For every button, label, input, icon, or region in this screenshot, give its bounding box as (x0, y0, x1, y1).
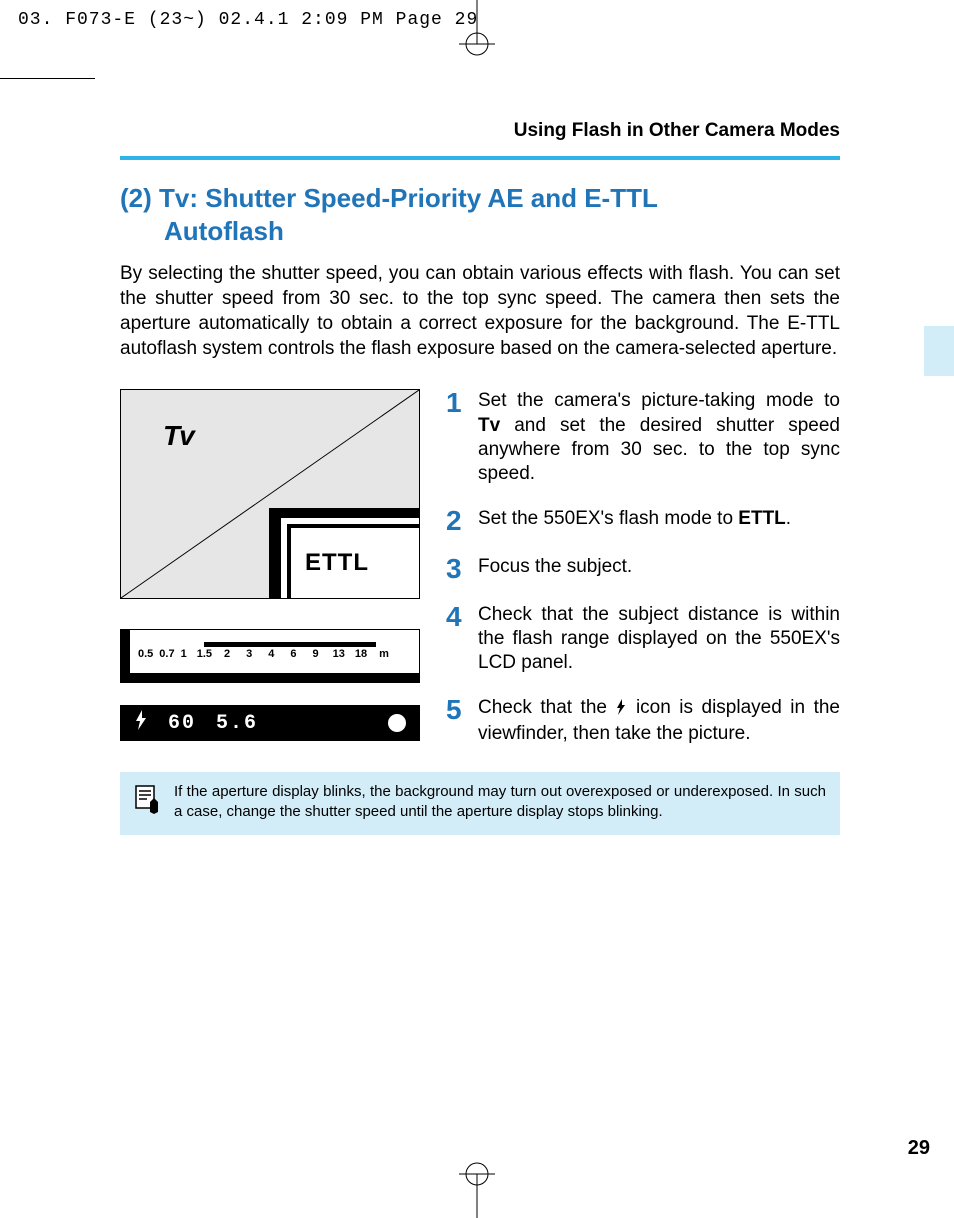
viewfinder-figure: 60 5.6 (120, 705, 420, 741)
viewfinder-aperture: 5.6 (216, 712, 258, 735)
lcd-flash-mode: ETTL (291, 549, 369, 577)
scale-tick: 0.7 (159, 648, 174, 660)
scale-tick: 1.5 (197, 648, 212, 660)
step-number: 2 (446, 507, 468, 535)
intro-paragraph: By selecting the shutter speed, you can … (120, 261, 840, 361)
lcd-ettl-frame: ETTL (269, 508, 419, 598)
lcd-figure: Tv ETTL (120, 389, 420, 599)
flash-icon (615, 698, 627, 722)
lcd-mode-label: Tv (163, 420, 194, 452)
step-text: Check that the (478, 697, 615, 718)
distance-scale-figure: 0.5 0.7 1 1.5 2 3 4 6 9 13 18 m (120, 629, 420, 683)
step-5: 5 Check that the icon is displayed in th… (446, 696, 840, 747)
scale-tick: 6 (290, 648, 296, 660)
note-icon (134, 784, 160, 823)
page-number: 29 (908, 1137, 930, 1160)
step-text: Set the 550EX's flash mode to (478, 508, 738, 529)
scale-tick: 18 (355, 648, 367, 660)
step-number: 5 (446, 696, 468, 747)
step-4: 4 Check that the subject distance is wit… (446, 603, 840, 676)
header-rule (120, 156, 840, 160)
note-text: If the aperture display blinks, the back… (174, 782, 826, 823)
step-3: 3 Focus the subject. (446, 555, 840, 583)
crop-tick-left (0, 78, 95, 79)
print-slug: 03. F073-E (23~) 02.4.1 2:09 PM Page 29 (18, 10, 478, 30)
scale-tick: 1 (181, 648, 187, 660)
scale-tick: 2 (224, 648, 230, 660)
step-2: 2 Set the 550EX's flash mode to ETTL. (446, 507, 840, 535)
step-bold: Tv (478, 415, 500, 436)
scale-unit: m (379, 648, 389, 660)
step-text: and set the desired shutter speed anywhe… (478, 415, 840, 485)
step-number: 4 (446, 603, 468, 676)
step-1: 1 Set the camera's picture-taking mode t… (446, 389, 840, 486)
step-bold: ETTL (738, 508, 786, 529)
title-line-1: (2) Tv: Shutter Speed-Priority AE and E-… (120, 183, 658, 213)
running-header: Using Flash in Other Camera Modes (120, 120, 840, 150)
title-line-2: Autoflash (120, 215, 840, 248)
crop-mark-bottom (447, 1158, 507, 1218)
scale-tick: 4 (268, 648, 274, 660)
crop-mark-top (447, 0, 507, 60)
focus-confirm-icon (388, 714, 406, 732)
step-text: Set the camera's picture-taking mode to (478, 390, 840, 411)
flash-ready-icon (134, 710, 148, 736)
viewfinder-shutter: 60 (168, 712, 196, 735)
scale-tick: 3 (246, 648, 252, 660)
step-text: Check that the subject distance is withi… (478, 603, 840, 676)
note-box: If the aperture display blinks, the back… (120, 772, 840, 835)
scale-tick: 0.5 (138, 648, 153, 660)
step-number: 1 (446, 389, 468, 486)
section-title: (2) Tv: Shutter Speed-Priority AE and E-… (120, 182, 840, 247)
section-tab (924, 326, 954, 376)
scale-tick: 9 (313, 648, 319, 660)
scale-tick: 13 (333, 648, 345, 660)
step-number: 3 (446, 555, 468, 583)
step-text: Focus the subject. (478, 555, 840, 583)
step-text: . (786, 508, 791, 529)
